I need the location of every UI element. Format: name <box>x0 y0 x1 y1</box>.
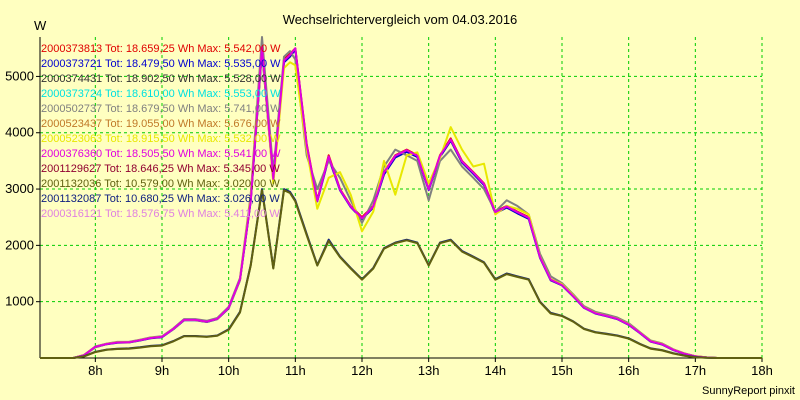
series-line-4 <box>40 46 762 359</box>
x-tick-label: 12h <box>351 363 373 378</box>
legend-entry-3: 2000373724 Tot: 18.610,00 Wh Max: 5.553,… <box>41 88 281 100</box>
legend: 2000373813 Tot: 18.659,25 Wh Max: 5.542,… <box>41 43 281 220</box>
legend-entry-8: 2001129627 Tot: 18.646,25 Wh Max: 5.345,… <box>41 163 280 175</box>
y-axis-label: W <box>34 18 47 33</box>
tick-labels: 8h 9h 10h 11h 12h 13h 14h 15h 16h 17h 18h100020003… <box>5 68 773 378</box>
y-tick-label: 2000 <box>5 237 34 252</box>
x-tick-label: 8h <box>88 363 102 378</box>
x-tick-label: 10h <box>218 363 240 378</box>
legend-entry-5: 2000523437 Tot: 19.055,00 Wh Max: 5.676,… <box>41 118 281 130</box>
grid-lines <box>40 37 763 358</box>
x-tick-label: 18h <box>751 363 773 378</box>
y-tick-label: 5000 <box>5 68 34 83</box>
legend-entry-2: 2000374431 Tot: 18.902,50 Wh Max: 5.528,… <box>41 73 281 85</box>
y-tick-label: 1000 <box>5 294 34 309</box>
x-tick-label: 16h <box>618 363 640 378</box>
legend-entry-10: 2001132087 Tot: 10.680,25 Wh Max: 3.026,… <box>41 193 280 205</box>
legend-entry-1: 2000373721 Tot: 18.479,50 Wh Max: 5.535,… <box>41 58 281 70</box>
y-tick-label: 4000 <box>5 125 34 140</box>
legend-entry-4: 2000502737 Tot: 18.679,50 Wh Max: 5.741,… <box>41 103 281 115</box>
x-tick-label: 15h <box>551 363 573 378</box>
x-tick-label: 11h <box>285 363 306 378</box>
legend-entry-0: 2000373813 Tot: 18.659,25 Wh Max: 5.542,… <box>41 43 281 55</box>
legend-entry-7: 2000376360 Tot: 18.505,50 Wh Max: 5.541,… <box>41 148 281 160</box>
legend-entry-9: 2001132036 Tot: 10.579,00 Wh Max: 3.020,… <box>41 178 280 190</box>
legend-entry-11: 2000316121 Tot: 18.576,75 Wh Max: 5.411,… <box>41 208 280 220</box>
series-lines <box>40 36 762 359</box>
x-tick-label: 9h <box>155 363 169 378</box>
axes <box>36 37 763 362</box>
x-tick-label: 17h <box>684 363 706 378</box>
chart-title: Wechselrichtervergleich vom 04.03.2016 <box>283 12 518 27</box>
legend-entry-6: 2000523063 Tot: 18.915,50 Wh Max: 5.532,… <box>41 133 281 145</box>
series-line-6 <box>40 189 762 359</box>
y-tick-label: 3000 <box>5 181 34 196</box>
x-tick-label: 14h <box>484 363 506 378</box>
footer-credit: SunnyReport pinxit <box>702 385 795 397</box>
x-tick-label: 13h <box>418 363 440 378</box>
